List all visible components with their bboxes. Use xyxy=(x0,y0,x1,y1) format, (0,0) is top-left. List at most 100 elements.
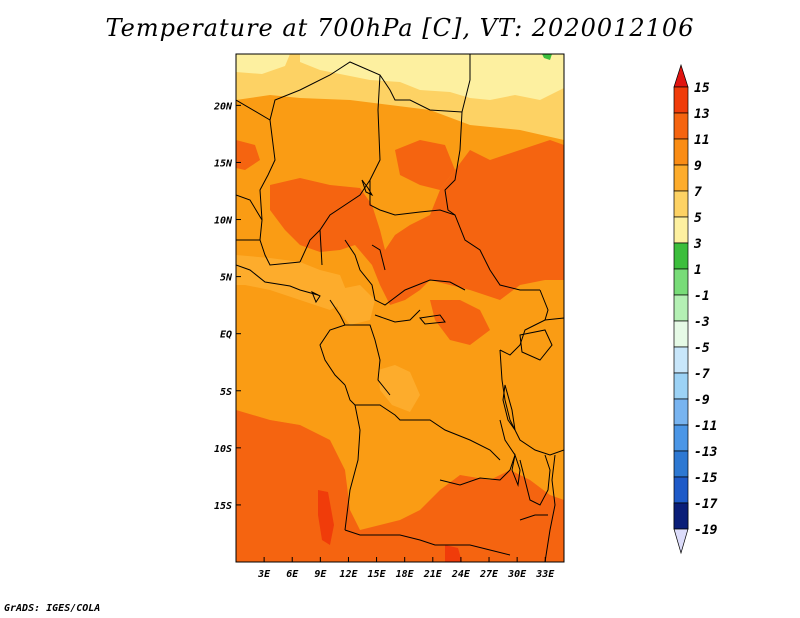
field-band-13-15-corner xyxy=(445,545,462,562)
field-band-11-13-west-patch xyxy=(236,140,260,170)
border-path xyxy=(344,529,511,556)
border-path xyxy=(319,324,346,386)
lon-tick-label: 21E xyxy=(423,569,443,580)
border-path xyxy=(539,289,549,321)
colorbar-swatch xyxy=(673,86,689,114)
colorbar-label: -3 xyxy=(694,315,710,330)
temperature-field xyxy=(236,54,564,562)
colorbar-swatch xyxy=(673,424,689,452)
field-band-1-3-corner xyxy=(542,54,552,60)
colorbar-swatch xyxy=(673,138,689,166)
colorbar-label: 7 xyxy=(694,185,702,200)
coastline xyxy=(236,264,319,296)
country-borders xyxy=(236,54,564,562)
colorbar-label: -17 xyxy=(694,497,718,512)
lake-outline xyxy=(502,384,516,431)
colorbar-label: -7 xyxy=(694,367,710,382)
lon-tick-label: 12E xyxy=(339,569,358,580)
colorbar-swatch xyxy=(673,476,689,504)
colorbar-swatch xyxy=(673,294,689,322)
border-path xyxy=(236,194,263,221)
latitude-axis: 20N 15N 10N 5N EQ 5S 10S 15S xyxy=(213,101,241,512)
field-band-3-5-west xyxy=(236,54,290,74)
field-band-11-13-east-bulge xyxy=(395,140,455,190)
lat-tick-label: 10N xyxy=(214,216,233,227)
colorbar-bottom-swatch xyxy=(673,502,689,530)
lat-tick-label: EQ xyxy=(220,330,232,341)
colorbar-swatch xyxy=(673,346,689,374)
map-frame xyxy=(235,53,565,563)
lat-tick-label: 5S xyxy=(220,387,232,398)
field-band-3-5-north xyxy=(300,54,564,100)
border-path xyxy=(344,384,501,461)
lake-outline xyxy=(311,290,321,304)
colorbar-label: -1 xyxy=(694,289,710,304)
colorbar-bottom-arrow xyxy=(673,528,689,555)
border-path xyxy=(374,309,421,323)
colorbar-swatch xyxy=(673,242,689,270)
lat-tick-label: 15N xyxy=(214,158,233,169)
grads-credit: GrADS: IGES/COLA xyxy=(4,603,101,614)
border-path xyxy=(299,179,371,263)
colorbar-label: -19 xyxy=(694,523,718,538)
colorbar-swatch xyxy=(673,320,689,348)
colorbar-label: 1 xyxy=(694,263,702,278)
border-path xyxy=(236,54,471,121)
colorbar-swatch xyxy=(673,398,689,426)
lon-tick-label: 3E xyxy=(257,569,271,580)
lat-tick-label: 10S xyxy=(214,444,232,455)
border-path xyxy=(344,404,361,531)
lon-tick-label: 6E xyxy=(286,569,299,580)
colorbar-label: 5 xyxy=(694,211,702,226)
colorbar-label: 3 xyxy=(693,237,702,252)
field-band-11-13-south xyxy=(236,410,564,562)
colorbar-swatch xyxy=(673,112,689,140)
border-path xyxy=(544,454,556,562)
border-path xyxy=(344,239,466,306)
lat-tick-label: 5N xyxy=(220,273,233,284)
border-path xyxy=(519,514,548,521)
lon-tick-label: 33E xyxy=(535,569,555,580)
lake-outline xyxy=(519,329,553,361)
border-path xyxy=(319,229,323,266)
colorbar-swatch xyxy=(673,268,689,296)
field-band-7-9-center xyxy=(335,285,375,325)
lake-outline xyxy=(511,453,521,487)
lon-tick-label: 18E xyxy=(396,569,415,580)
colorbar-swatch xyxy=(673,216,689,244)
colorbar: 15 13 11 9 7 5 3 1 -1 -3 -5 -7 -9 -11 -13 -15 -17 -19 xyxy=(673,63,718,555)
lon-tick-label: 27E xyxy=(479,569,499,580)
lat-tick-label: 20N xyxy=(213,101,233,112)
border-path xyxy=(371,244,386,271)
colorbar-label: 15 xyxy=(694,81,710,96)
lake-outline xyxy=(419,314,446,325)
colorbar-swatch xyxy=(673,164,689,192)
colorbar-swatch xyxy=(673,190,689,218)
border-path xyxy=(519,454,551,506)
colorbar-swatch xyxy=(673,372,689,400)
longitude-axis: 3E 6E 9E 12E 15E 18E 21E 24E 27E 30E 33E xyxy=(257,557,555,580)
field-band-11-13-central xyxy=(270,140,564,305)
lon-tick-label: 9E xyxy=(314,569,327,580)
field-band-11-13-congo xyxy=(430,300,490,345)
colorbar-label: 13 xyxy=(694,107,710,122)
border-path xyxy=(439,419,516,486)
colorbar-label: -9 xyxy=(694,393,710,408)
colorbar-label: -11 xyxy=(694,419,717,434)
colorbar-label: -15 xyxy=(694,471,718,486)
map-title: Temperature at 700hPa [C], VT: 202001210… xyxy=(105,14,695,42)
field-band-7-9-west xyxy=(236,255,350,310)
lake-outline xyxy=(361,179,374,197)
colorbar-label: -13 xyxy=(694,445,718,460)
field-band-7-9-congo xyxy=(378,365,420,412)
colorbar-top-arrow xyxy=(673,63,689,88)
colorbar-label: -5 xyxy=(694,341,710,356)
border-path xyxy=(329,299,391,396)
field-band-13-15-south xyxy=(318,490,334,545)
colorbar-swatch xyxy=(673,450,689,478)
lon-tick-label: 24E xyxy=(451,569,471,580)
lat-tick-label: 15S xyxy=(214,501,232,512)
border-path xyxy=(369,74,540,291)
border-path xyxy=(444,111,463,216)
